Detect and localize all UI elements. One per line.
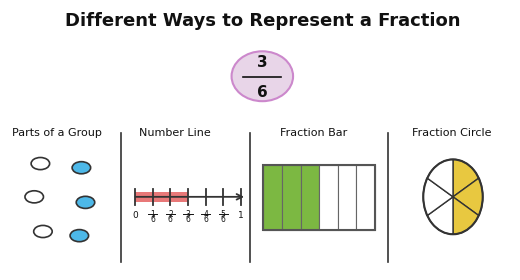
Bar <box>301 165 319 230</box>
Text: Fraction Circle: Fraction Circle <box>412 127 492 137</box>
Bar <box>263 165 375 230</box>
Ellipse shape <box>70 230 88 242</box>
Polygon shape <box>453 178 483 216</box>
Text: Number Line: Number Line <box>139 127 211 137</box>
Text: 4: 4 <box>203 210 208 219</box>
Ellipse shape <box>72 162 90 174</box>
Text: 0: 0 <box>132 211 138 220</box>
Text: 1: 1 <box>238 211 244 220</box>
Text: Different Ways to Represent a Fraction: Different Ways to Represent a Fraction <box>64 13 460 31</box>
Ellipse shape <box>34 225 52 237</box>
Text: 6: 6 <box>257 85 268 100</box>
Text: 6: 6 <box>203 215 208 224</box>
Text: Fraction Bar: Fraction Bar <box>280 127 347 137</box>
Polygon shape <box>423 178 453 216</box>
Text: 3: 3 <box>257 55 268 71</box>
Ellipse shape <box>76 196 95 208</box>
Polygon shape <box>427 159 453 197</box>
Bar <box>135 192 188 202</box>
Bar <box>263 165 282 230</box>
Bar <box>319 165 338 230</box>
Text: 1: 1 <box>150 210 155 219</box>
Text: 3: 3 <box>186 210 190 219</box>
Text: 6: 6 <box>186 215 190 224</box>
Bar <box>338 165 357 230</box>
Polygon shape <box>453 159 479 197</box>
Polygon shape <box>453 197 479 234</box>
Text: Parts of a Group: Parts of a Group <box>12 127 102 137</box>
Ellipse shape <box>25 191 44 203</box>
Bar <box>357 165 375 230</box>
Bar <box>282 165 301 230</box>
Ellipse shape <box>31 158 49 170</box>
Text: 6: 6 <box>168 215 173 224</box>
Text: 5: 5 <box>221 210 226 219</box>
Text: 6: 6 <box>150 215 155 224</box>
Polygon shape <box>427 197 453 234</box>
Text: 6: 6 <box>221 215 226 224</box>
Text: 2: 2 <box>168 210 173 219</box>
Ellipse shape <box>231 51 293 101</box>
